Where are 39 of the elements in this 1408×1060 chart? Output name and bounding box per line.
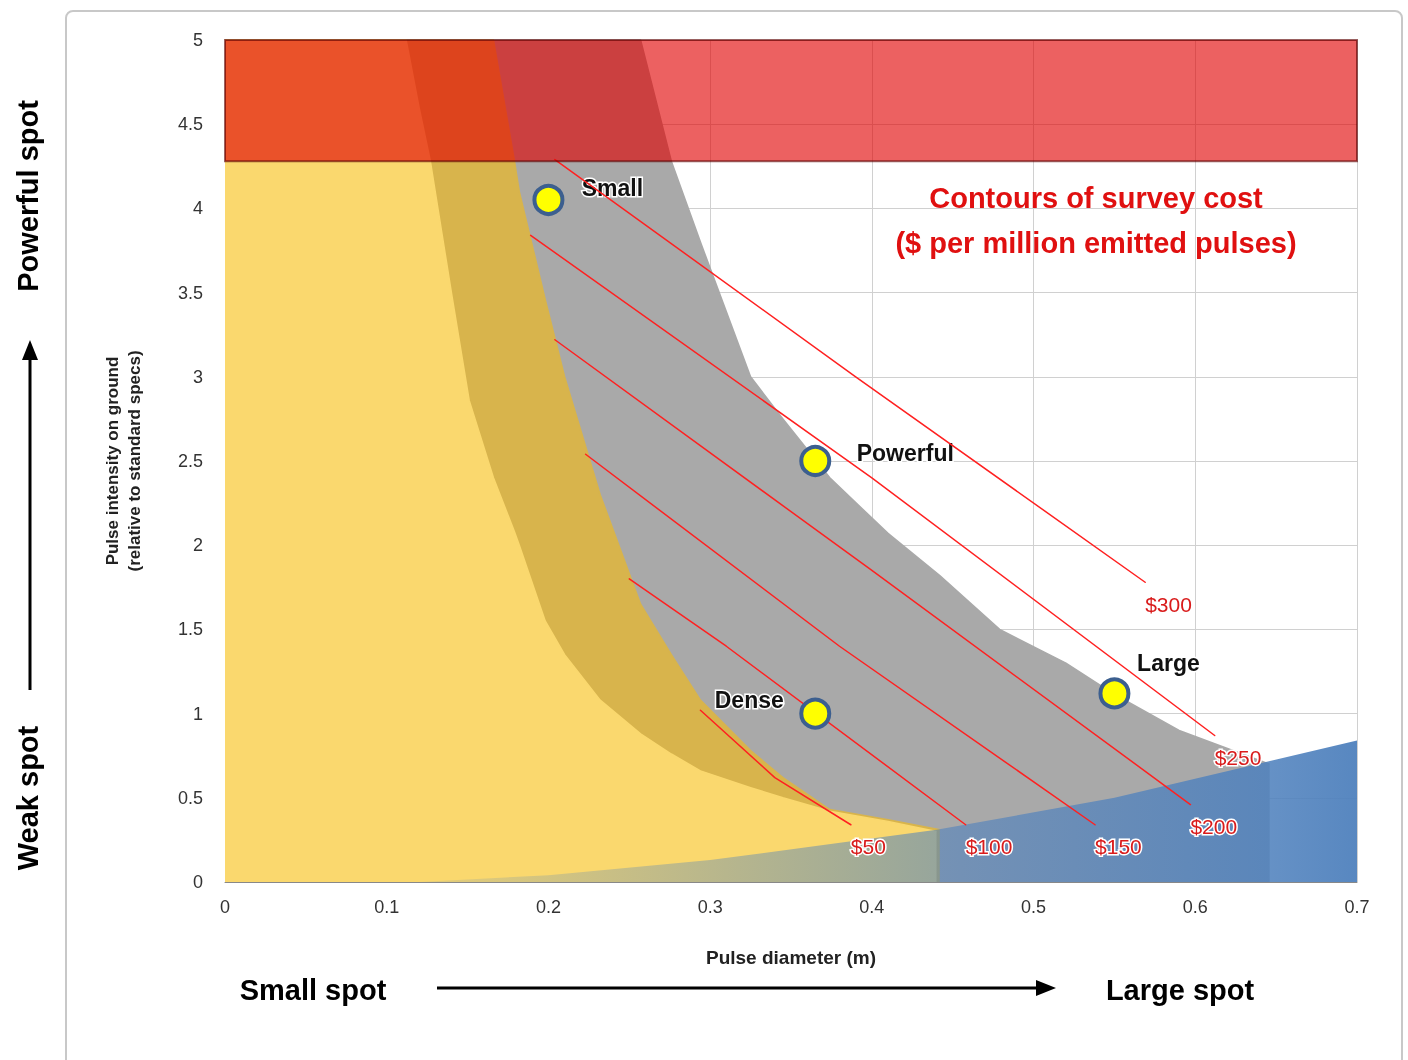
- y-tick-label: 3: [192, 366, 203, 387]
- point: [1098, 677, 1131, 710]
- x-tick-label: 0: [219, 897, 231, 917]
- x-tick-label: 0.1: [374, 897, 400, 917]
- annotation: Contours of survey cost ($ per million emitted pulses): [895, 181, 1297, 261]
- point: [532, 183, 565, 216]
- x-tick-label: 0.5: [1021, 897, 1047, 917]
- y-tick-label: 5: [192, 30, 203, 50]
- y-tick-label: 1: [192, 703, 203, 724]
- point: [799, 697, 832, 730]
- text: Powerful spot: [10, 100, 45, 292]
- annotation: Dense: [714, 686, 784, 713]
- y-tick-label: 3.5: [177, 282, 203, 303]
- y-tick-label: 2: [192, 535, 203, 556]
- y-tick-label: 1.5: [177, 619, 203, 640]
- x-tick-label: 0.7: [1344, 897, 1370, 917]
- text: Large spot: [1105, 972, 1255, 1008]
- x-tick-label: 0.3: [697, 897, 723, 917]
- series-label: $250: [1214, 745, 1262, 769]
- text: Weak spot: [10, 725, 45, 871]
- y-tick-label: 0.5: [177, 787, 203, 808]
- y-tick-label: 4: [192, 198, 203, 219]
- series-label: $100: [965, 835, 1013, 859]
- annotation: Powerful: [856, 440, 954, 466]
- x-axis-title: Pulse diameter (m): [706, 947, 876, 968]
- y-axis-title: Pulse intensity on ground (relative to standard specs): [102, 350, 144, 572]
- x-tick-label: 0.6: [1182, 897, 1208, 917]
- y-tick-label: 0: [192, 872, 203, 892]
- y-tick-label: 2.5: [177, 451, 203, 471]
- y-tick-label: 4.5: [177, 114, 203, 135]
- text: Small spot: [239, 972, 387, 1008]
- x-tick-label: 0.4: [859, 897, 885, 917]
- series-label: $150: [1095, 835, 1142, 859]
- annotation: Large: [1137, 650, 1200, 677]
- series-label: $300: [1145, 592, 1192, 616]
- series-label: $200: [1190, 815, 1238, 839]
- series-label: $50: [850, 835, 886, 859]
- x-tick-label: 0.2: [535, 897, 561, 917]
- point: [799, 445, 832, 477]
